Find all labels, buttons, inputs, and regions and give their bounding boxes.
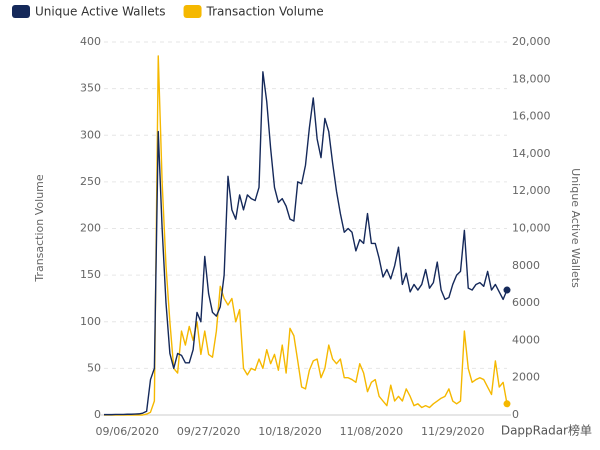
legend-label: Unique Active Wallets [35,5,166,19]
y-tick-label: 100 [80,315,101,328]
y2-tick-label: 2000 [512,371,540,384]
legend-label: Transaction Volume [206,5,324,19]
legend-swatch [183,5,202,18]
legend-swatch [12,5,30,18]
y2-tick-label: 16,000 [512,110,551,123]
y2-tick-label: 0 [512,408,519,421]
x-tick-label: 11/29/2020 [421,425,484,438]
y-tick-label: 350 [80,82,101,95]
y2-tick-label: 4000 [512,333,540,346]
y2-tick-label: 10,000 [512,222,551,235]
y-tick-label: 0 [94,408,101,421]
y2-tick-label: 6000 [512,296,540,309]
y2-tick-label: 8000 [512,259,540,272]
y-tick-label: 200 [80,222,101,235]
y-tick-label: 400 [80,35,101,48]
x-tick-label: 10/18/2020 [258,425,321,438]
x-tick-label: 11/08/2020 [340,425,403,438]
end-marker [503,400,511,408]
y2-tick-label: 14,000 [512,147,551,160]
watermark: DappRadar榜单 [501,423,592,438]
y-tick-label: 150 [80,268,101,281]
y-axis-title: Transaction Volume [33,174,46,283]
y2-tick-label: 18,000 [512,72,551,85]
y-tick-label: 50 [87,361,101,374]
y-tick-label: 300 [80,128,101,141]
y-tick-label: 250 [80,175,101,188]
end-marker [503,286,511,294]
x-tick-label: 09/06/2020 [96,425,159,438]
y2-tick-label: 12,000 [512,184,551,197]
y2-axis-title: Unique Active Wallets [569,168,582,288]
y2-tick-label: 20,000 [512,35,551,48]
series-line [104,71,508,416]
x-tick-label: 09/27/2020 [177,425,240,438]
series-line [104,55,508,416]
